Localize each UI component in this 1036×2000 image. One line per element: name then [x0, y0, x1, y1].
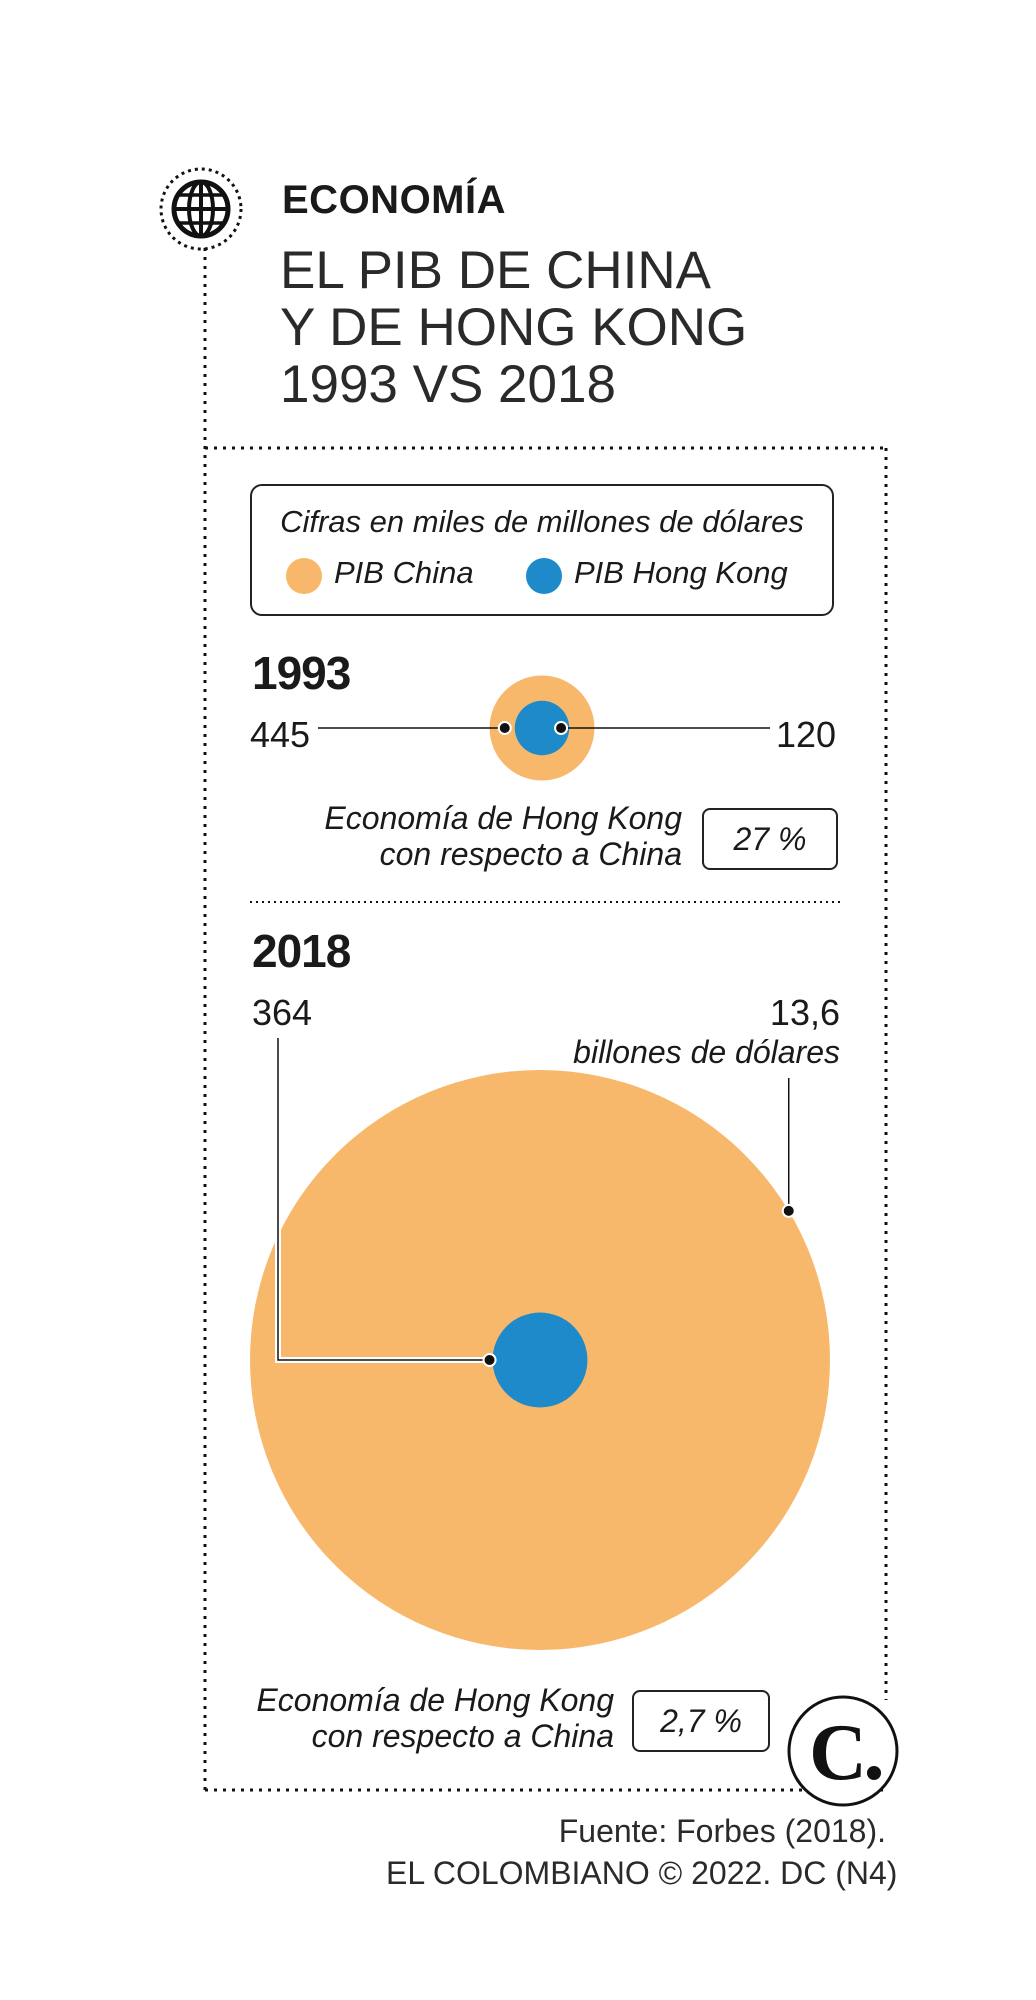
year-label-2018: 2018 [252, 925, 351, 977]
legend-swatch-hongkong [526, 558, 562, 594]
ratio-value-2018: 2,7 % [632, 1690, 770, 1752]
legend-note: Cifras en miles de millones de dólares [280, 504, 804, 539]
ratio-caption-line: Economía de Hong Kong [256, 1682, 614, 1718]
dotted-frame [203, 248, 888, 1792]
leader-dot-hongkong-1993 [554, 721, 569, 735]
legend-swatch-china [286, 558, 322, 594]
leader-dot-hongkong-2018 [482, 1353, 497, 1367]
logo-letter: C [809, 1709, 867, 1797]
ratio-caption-line: Economía de Hong Kong [324, 800, 682, 836]
bubbles-layer [250, 675, 830, 1650]
legend-label-china: PIB China [334, 555, 474, 590]
section-label: ECONOMÍA [282, 178, 506, 222]
ratio-caption-line: con respecto a China [311, 1718, 614, 1754]
ratio-caption-2018: Economía de Hong Kong con respecto a Chi… [240, 1682, 614, 1754]
legend-box [250, 484, 834, 616]
ratio-caption-1993: Economía de Hong Kong con respecto a Chi… [290, 800, 682, 872]
title-line: Y DE HONG KONG [280, 298, 748, 357]
credit-line: EL COLOMBIANO © 2022. DC (N4) [386, 1855, 898, 1891]
leader-line-hongkong-2018 [277, 1038, 490, 1361]
value-label-hongkong-1993: 120 [776, 714, 837, 755]
leaders-layer [275, 721, 796, 1367]
year-label-1993: 1993 [252, 647, 351, 699]
globe-icon [159, 167, 243, 251]
legend-label-hongkong: PIB Hong Kong [574, 555, 788, 590]
bubble-hongkong-2018 [492, 1312, 588, 1408]
logo: C [787, 1695, 899, 1807]
page-title: EL PIB DE CHINA Y DE HONG KONG 1993 VS 2… [280, 242, 747, 413]
leader-dot-china-1993 [497, 721, 512, 735]
title-line: 1993 VS 2018 [280, 355, 616, 414]
source-credit: Fuente: Forbes (2018). EL COLOMBIANO © 2… [386, 1810, 898, 1894]
title-line: EL PIB DE CHINA [280, 241, 711, 300]
value-label-hongkong-2018: 364 [252, 992, 313, 1033]
ratio-value-1993: 27 % [702, 808, 838, 870]
leader-dot-china-2018 [781, 1203, 796, 1218]
bubble-hongkong-1993 [514, 700, 570, 756]
value-unit-china-2018: billones de dólares [573, 1034, 840, 1070]
ratio-caption-line: con respecto a China [379, 836, 682, 872]
value-label-china-1993: 445 [250, 714, 311, 755]
source-line: Fuente: Forbes (2018). [558, 1813, 886, 1849]
value-label-china-2018: 13,6 [769, 992, 840, 1033]
